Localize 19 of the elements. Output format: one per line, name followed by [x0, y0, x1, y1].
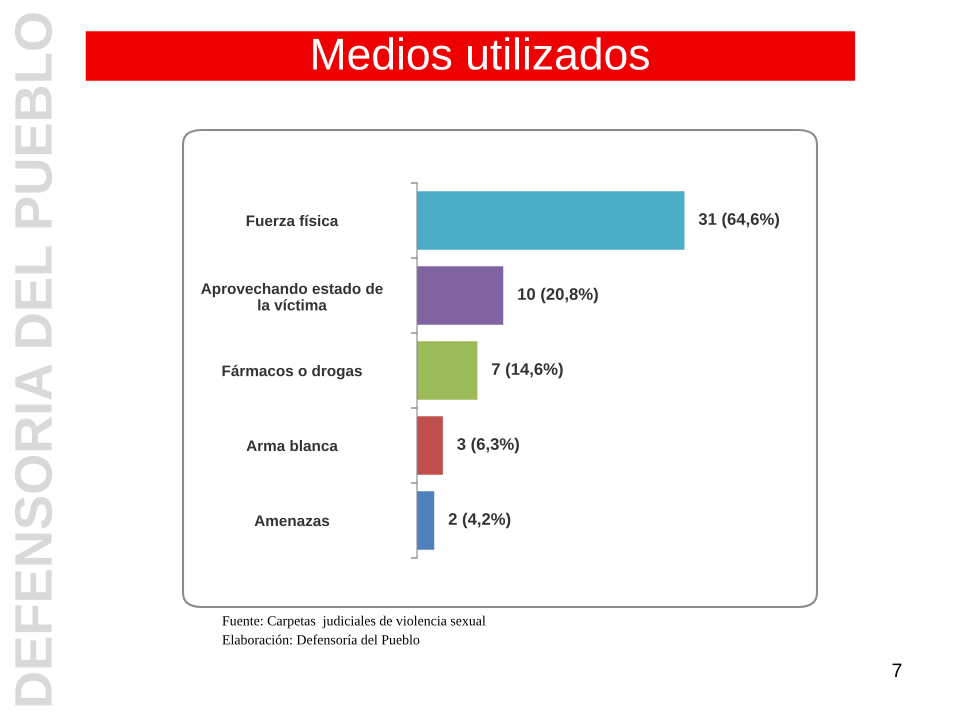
y-tick-label: Fármacos o drogas — [222, 364, 362, 380]
data-label: 7 (14,6%) — [492, 362, 563, 378]
bar — [417, 266, 504, 325]
chart-title: Medios utilizados — [313, 37, 649, 70]
data-label: 2 (4,2%) — [448, 512, 510, 528]
bar — [417, 491, 434, 550]
data-label: 31 (64,6%) — [698, 212, 780, 228]
text: 7 — [892, 664, 902, 678]
source-note: Fuente: Carpetas judiciales de violencia sexual — [222, 616, 486, 628]
y-tick-label: Arma blanca — [246, 440, 338, 452]
bar — [417, 416, 443, 475]
data-label: 10 (20,8%) — [518, 288, 598, 304]
text: Elaboración: Defensoría del Pueblo — [222, 634, 420, 645]
y-tick-label: Aprovechando estado de la víctima — [201, 282, 383, 311]
y-tick-label: Amenazas — [254, 516, 330, 526]
data-label: 3 (6,3%) — [457, 438, 519, 454]
bar — [417, 341, 478, 400]
y-tick-label: Fuerza física — [246, 214, 338, 226]
bar — [417, 191, 684, 250]
